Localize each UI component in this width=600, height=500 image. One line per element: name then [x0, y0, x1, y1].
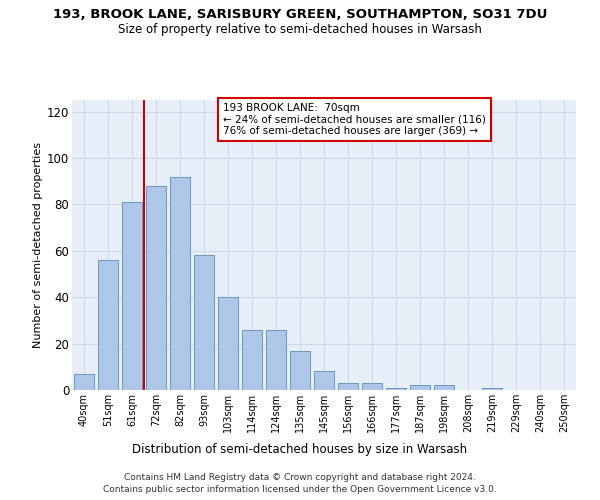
Text: 193, BROOK LANE, SARISBURY GREEN, SOUTHAMPTON, SO31 7DU: 193, BROOK LANE, SARISBURY GREEN, SOUTHA…	[53, 8, 547, 20]
Text: Size of property relative to semi-detached houses in Warsash: Size of property relative to semi-detach…	[118, 22, 482, 36]
Bar	[434, 386, 454, 390]
Bar	[482, 388, 502, 390]
Bar	[362, 383, 382, 390]
Bar	[386, 388, 406, 390]
Text: 193 BROOK LANE:  70sqm
← 24% of semi-detached houses are smaller (116)
76% of se: 193 BROOK LANE: 70sqm ← 24% of semi-deta…	[223, 103, 486, 136]
Bar	[146, 186, 166, 390]
Bar	[242, 330, 262, 390]
Bar	[74, 374, 94, 390]
Bar	[170, 176, 190, 390]
Bar	[266, 330, 286, 390]
Bar	[314, 372, 334, 390]
Bar	[194, 256, 214, 390]
Text: Contains HM Land Registry data © Crown copyright and database right 2024.: Contains HM Land Registry data © Crown c…	[124, 472, 476, 482]
Bar	[218, 297, 238, 390]
Bar	[338, 383, 358, 390]
Bar	[410, 386, 430, 390]
Y-axis label: Number of semi-detached properties: Number of semi-detached properties	[32, 142, 43, 348]
Bar	[98, 260, 118, 390]
Text: Contains public sector information licensed under the Open Government Licence v3: Contains public sector information licen…	[103, 485, 497, 494]
Bar	[122, 202, 142, 390]
Bar	[290, 350, 310, 390]
Text: Distribution of semi-detached houses by size in Warsash: Distribution of semi-detached houses by …	[133, 442, 467, 456]
